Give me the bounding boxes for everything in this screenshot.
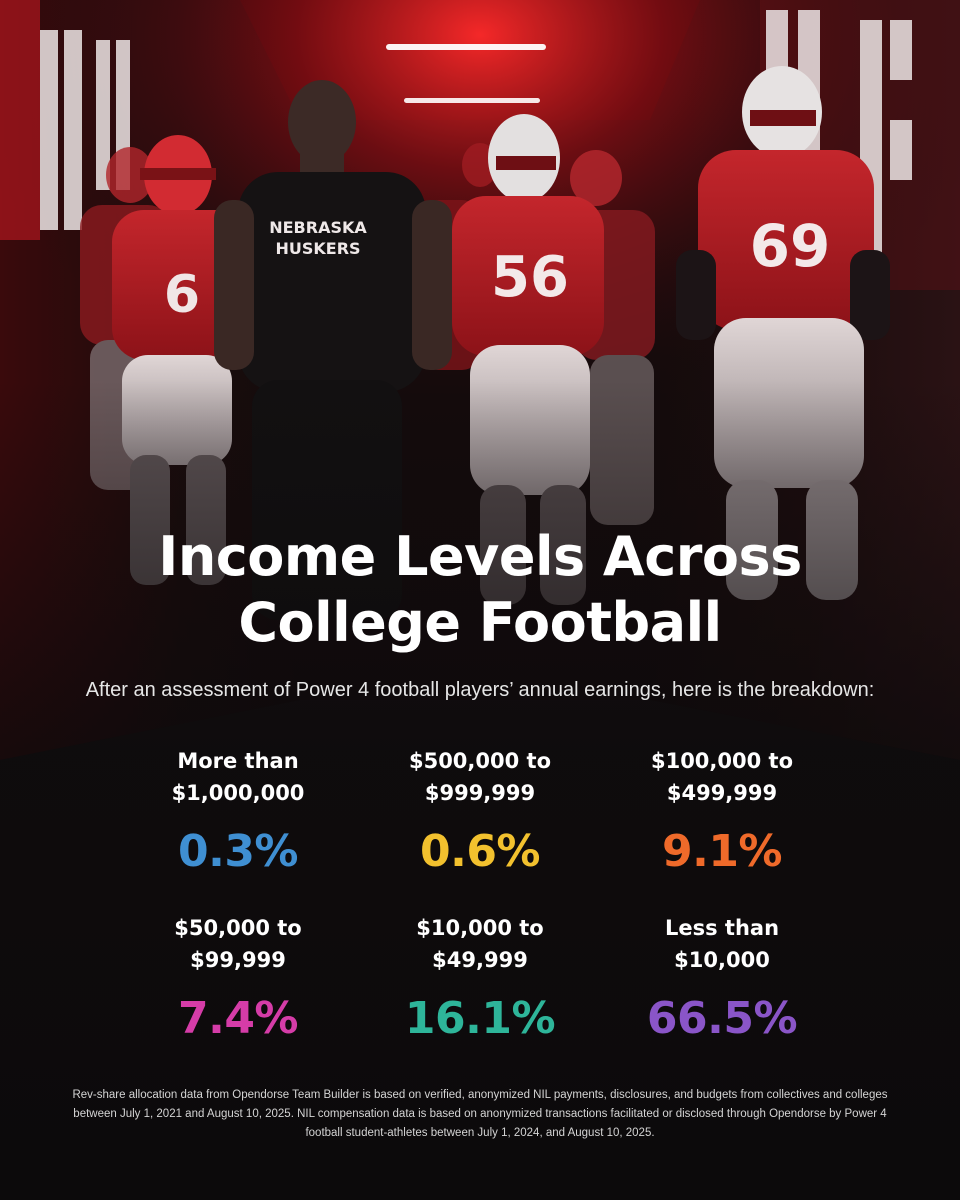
title-line-1: Income Levels Across	[158, 525, 802, 588]
stat-label-line2: $10,000	[674, 948, 770, 972]
jersey-number-56: 56	[491, 245, 569, 310]
stat-label-line1: Less than	[664, 916, 780, 940]
jersey-number-69: 69	[750, 212, 831, 280]
stat-label-line1: More than	[177, 749, 299, 773]
stat-label-line1: $500,000 to	[408, 749, 552, 773]
stat-label-line2: $49,999	[432, 948, 528, 972]
stat-label-line2: $99,999	[190, 948, 286, 972]
shirt-text-line2: HUSKERS	[275, 239, 360, 258]
data-source-disclaimer: Rev-share allocation data from Opendorse…	[72, 1089, 888, 1139]
title-line-2: College Football	[238, 591, 722, 654]
stat-label-line1: $50,000 to	[174, 916, 302, 940]
stat-label-line1: $100,000 to	[650, 749, 794, 773]
stat-percentage: 0.3%	[177, 826, 299, 877]
stat-percentage: 16.1%	[404, 993, 556, 1044]
stat-500k-to-999k: $500,000 to $999,999 0.6%	[340, 745, 620, 879]
stat-percentage: 66.5%	[646, 993, 798, 1044]
stat-50k-to-99k: $50,000 to $99,999 7.4%	[98, 912, 378, 1046]
stat-percentage: 9.1%	[661, 826, 783, 877]
stat-label-line2: $1,000,000	[171, 781, 305, 805]
stat-label-line2: $499,999	[666, 781, 778, 805]
stat-percentage: 7.4%	[177, 993, 299, 1044]
subtitle: After an assessment of Power 4 football …	[85, 679, 875, 701]
page-title: Income Levels Across College Football	[0, 524, 960, 656]
stat-10k-to-49k: $10,000 to $49,999 16.1%	[340, 912, 620, 1046]
stat-percentage: 0.6%	[419, 826, 541, 877]
stat-100k-to-499k: $100,000 to $499,999 9.1%	[582, 745, 862, 879]
shirt-text-line1: NEBRASKA	[269, 218, 367, 237]
stat-label-line2: $999,999	[424, 781, 536, 805]
stat-under-10k: Less than $10,000 66.5%	[582, 912, 862, 1046]
jersey-number-6: 6	[164, 265, 200, 325]
stat-label-line1: $10,000 to	[416, 916, 544, 940]
stat-over-1m: More than $1,000,000 0.3%	[98, 745, 378, 879]
